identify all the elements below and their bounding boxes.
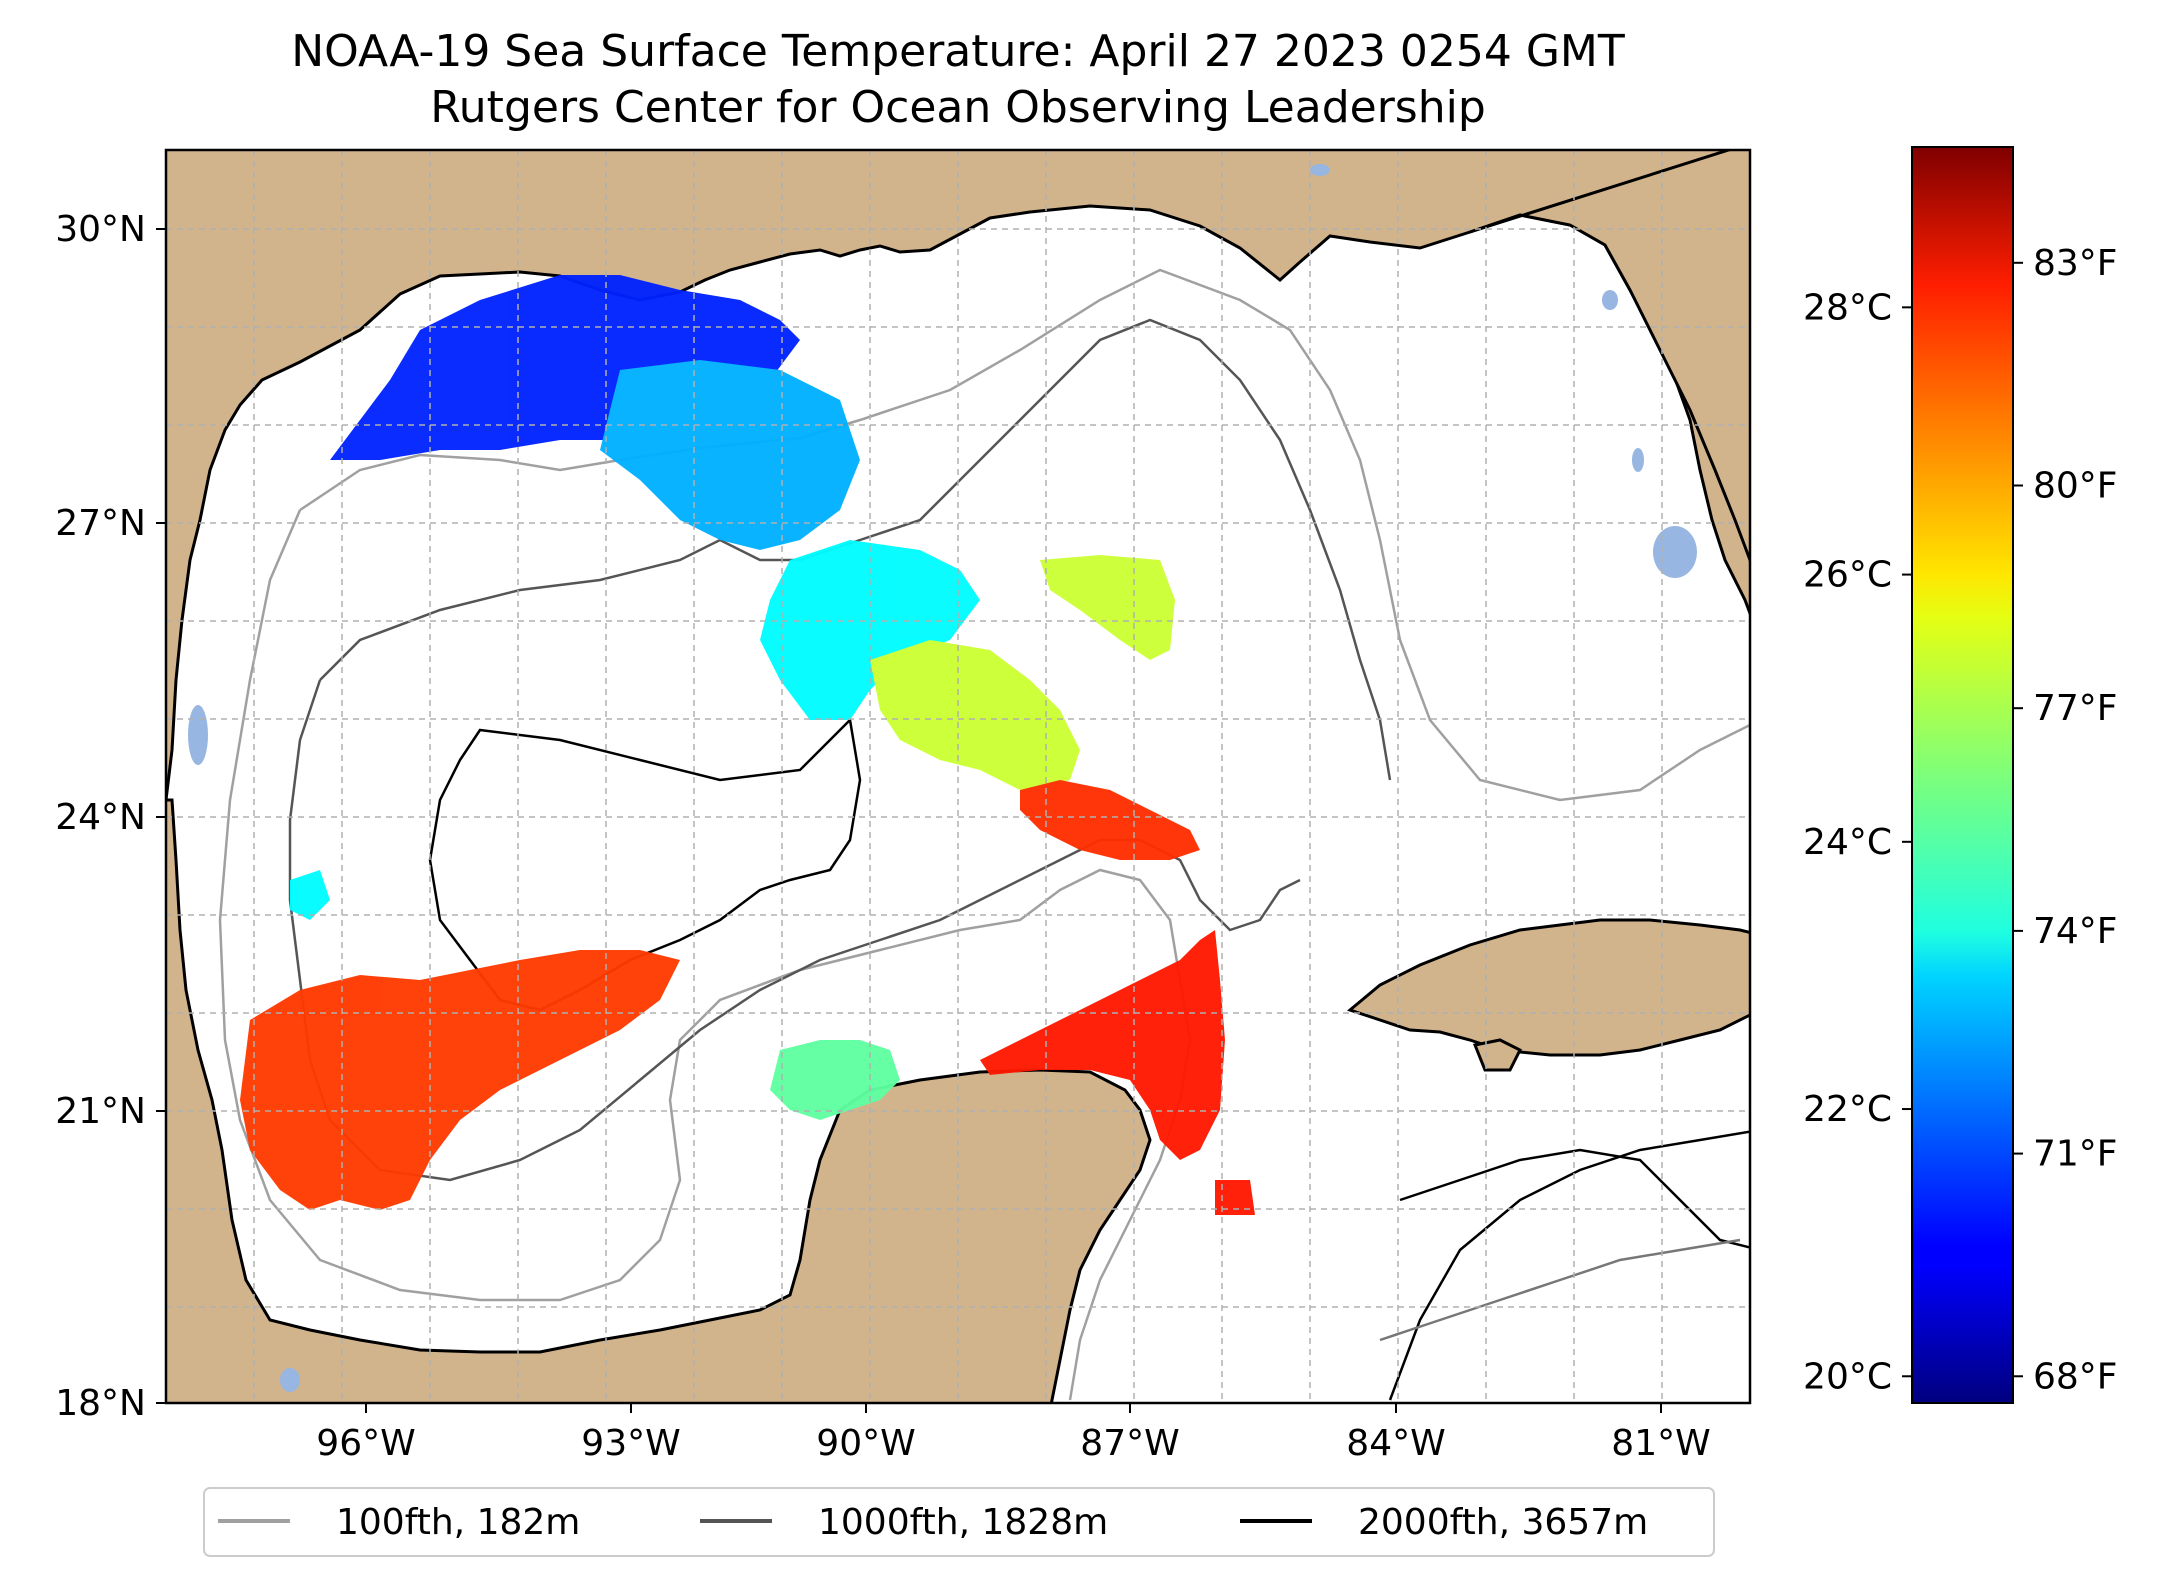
land-cuba <box>1346 918 1750 1057</box>
colorbar: 20°C 22°C 24°C 26°C 28°C 68°F 71°F 74°F 77°F 80°… <box>1803 146 2118 1404</box>
contour-2000fth <box>1388 1130 1750 1401</box>
colorbar-celsius-label: 28°C <box>1803 287 1892 328</box>
colorbar-fahrenheit-label: 71°F <box>2033 1134 2118 1175</box>
lon-tick-label: 90°W <box>816 1423 915 1464</box>
contour-1000fth <box>1379 1238 1741 1342</box>
lat-tick-label: 30°N <box>55 209 146 250</box>
colorbar-celsius-label: 22°C <box>1803 1089 1892 1130</box>
chart-title: NOAA-19 Sea Surface Temperature: April 2… <box>291 26 1625 77</box>
legend-box <box>203 1487 1715 1557</box>
sst-patch <box>870 640 1080 790</box>
contour-2000fth <box>1399 1148 1750 1249</box>
contour-1000fth <box>319 318 1392 781</box>
contour-2000fth <box>428 717 862 1012</box>
legend-label: 2000fth, 3657m <box>1358 1502 1648 1543</box>
sst-patch <box>600 360 860 550</box>
lat-tick-label: 21°N <box>55 1091 146 1132</box>
land-masses <box>166 150 1750 1403</box>
land-mexico <box>166 798 1152 1403</box>
lat-tick-label: 18°N <box>55 1383 146 1424</box>
colorbar-celsius-label: 24°C <box>1803 822 1892 863</box>
lake-icon <box>1310 164 1330 176</box>
laguna-madre <box>188 705 208 765</box>
legend: 100fth, 182m 1000fth, 1828m 2000fth, 365… <box>203 1487 1715 1557</box>
lake-icon <box>1632 448 1644 472</box>
sst-patch <box>770 1040 900 1120</box>
colorbar-celsius-label: 26°C <box>1803 555 1892 596</box>
map-area <box>166 150 1750 1403</box>
lake-icon <box>280 1368 300 1392</box>
grid-lines <box>166 150 1750 1403</box>
colorbar-fahrenheit-label: 68°F <box>2033 1356 2118 1397</box>
colorbar-fahrenheit-label: 74°F <box>2033 911 2118 952</box>
colorbar-celsius-ticks: 20°C 22°C 24°C 26°C 28°C <box>1803 287 1912 1397</box>
lon-tick-label: 93°W <box>581 1423 680 1464</box>
map-frame <box>164 148 1752 1405</box>
lat-tick-label: 24°N <box>55 797 146 838</box>
colorbar-celsius-label: 20°C <box>1803 1356 1892 1397</box>
chart-subtitle: Rutgers Center for Ocean Observing Leade… <box>430 82 1486 133</box>
sst-patches <box>240 275 1255 1215</box>
lon-tick-label: 81°W <box>1611 1423 1710 1464</box>
land-isla-de-la-juventud <box>1472 1038 1523 1072</box>
legend-label: 100fth, 182m <box>336 1502 580 1543</box>
lake-okeechobee <box>1653 526 1697 578</box>
land-florida-peninsula <box>1469 150 1750 567</box>
lon-tick-label: 87°W <box>1080 1423 1179 1464</box>
colorbar-fahrenheit-label: 77°F <box>2033 688 2118 729</box>
axis-ticks <box>156 228 1662 1413</box>
colorbar-fahrenheit-label: 83°F <box>2033 243 2118 284</box>
lon-tick-label: 84°W <box>1346 1423 1445 1464</box>
lat-tick-label: 27°N <box>55 503 146 544</box>
lon-tick-label: 96°W <box>316 1423 415 1464</box>
colorbar-fahrenheit-ticks: 68°F 71°F 74°F 77°F 80°F 83°F <box>2013 243 2118 1397</box>
contour-100fth <box>299 268 1750 802</box>
sst-patch <box>290 870 330 920</box>
bathymetry-contours <box>218 268 1750 1401</box>
sst-patch <box>1215 1180 1255 1215</box>
sst-patch <box>980 930 1225 1160</box>
colorbar-gradient <box>1911 146 2014 1404</box>
sst-patch <box>240 950 680 1210</box>
inland-water <box>188 164 1697 1392</box>
sst-patch <box>1040 555 1175 660</box>
colorbar-fahrenheit-label: 80°F <box>2033 465 2118 506</box>
legend-label: 1000fth, 1828m <box>818 1502 1108 1543</box>
sst-patch <box>760 540 980 720</box>
sst-patch <box>1020 780 1200 860</box>
lake-icon <box>1602 290 1618 310</box>
